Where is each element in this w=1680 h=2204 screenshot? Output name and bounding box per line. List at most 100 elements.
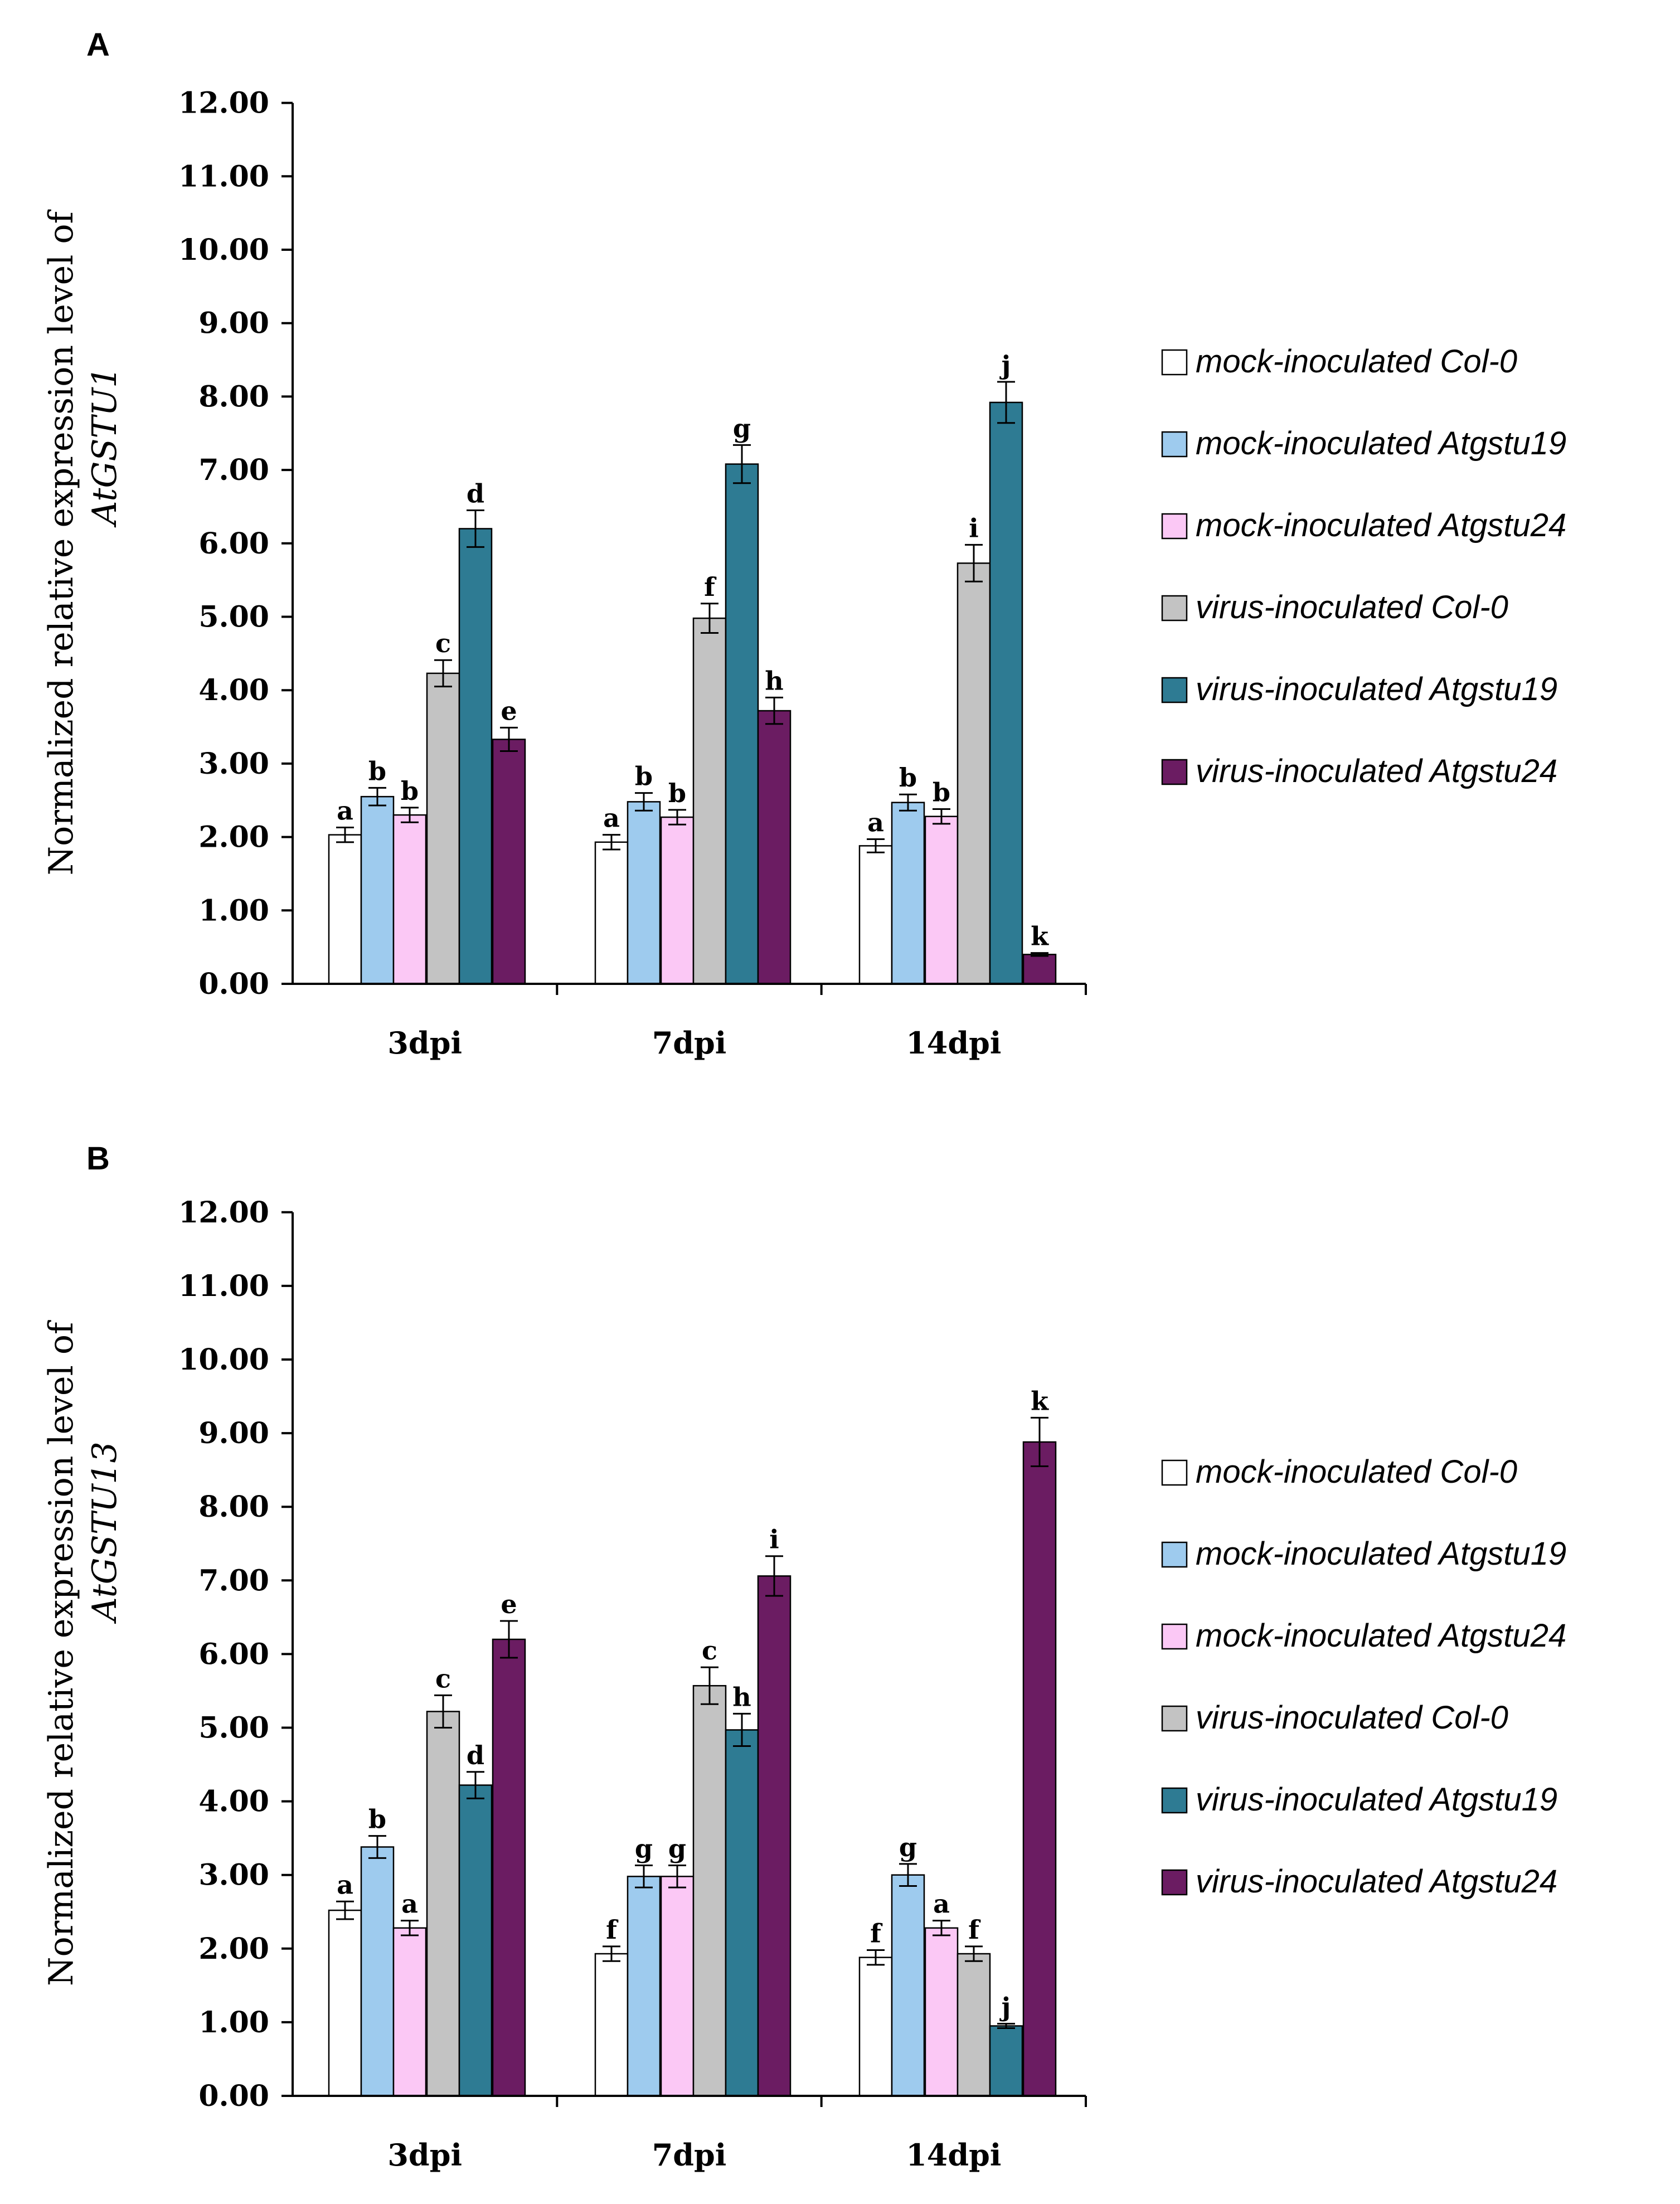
- legend-item: mock-inoculated Col-0: [1161, 1454, 1517, 1490]
- y-axis-title: Normalized relative expression level of A…: [42, 1320, 124, 1986]
- significance-letter: j: [999, 1992, 1011, 2022]
- legend-label: mock-inoculated Col-0: [1196, 343, 1517, 380]
- significance-letter: c: [435, 628, 451, 658]
- significance-letter: g: [899, 1832, 917, 1862]
- significance-letter: a: [867, 808, 884, 838]
- bar: [426, 672, 460, 985]
- significance-letter: a: [603, 803, 620, 833]
- error-bar: [603, 1945, 620, 1962]
- legend-item: mock-inoculated Atgstu24: [1161, 1618, 1566, 1654]
- legend-label: mock-inoculated Atgstu24: [1196, 1618, 1566, 1654]
- bar: [594, 1953, 629, 2097]
- significance-letter: h: [765, 666, 783, 696]
- y-tick-label: 4.00: [198, 1785, 269, 1819]
- legend-item: virus-inoculated Atgstu24: [1161, 1863, 1557, 1900]
- legend-swatch: [1161, 1623, 1188, 1650]
- legend-swatch: [1161, 759, 1188, 785]
- legend-item: mock-inoculated Atgstu19: [1161, 425, 1566, 462]
- y-tick-label: 11.00: [178, 1269, 269, 1303]
- legend-swatch: [1161, 1869, 1188, 1896]
- y-axis-title: Normalized relative expression level of A…: [42, 209, 124, 875]
- significance-letter: e: [501, 696, 517, 726]
- bar: [360, 795, 395, 985]
- x-tick-label: 3dpi: [387, 1025, 462, 1061]
- error-bar: [434, 1694, 452, 1729]
- error-bar: [899, 793, 917, 812]
- panel-label: A: [86, 27, 110, 63]
- error-bar: [434, 659, 452, 688]
- legend-item: virus-inoculated Atgstu19: [1161, 1781, 1557, 1818]
- significance-letter: h: [732, 1682, 751, 1712]
- significance-letter: c: [435, 1663, 451, 1693]
- significance-letter: i: [769, 1525, 779, 1555]
- bar: [692, 1684, 727, 2097]
- legend-label: virus-inoculated Atgstu19: [1196, 671, 1557, 707]
- error-bar: [997, 2023, 1015, 2029]
- error-bar: [701, 603, 718, 634]
- legend-item: virus-inoculated Atgstu19: [1161, 671, 1557, 707]
- error-bar: [867, 838, 885, 853]
- bar: [1022, 1441, 1057, 2097]
- legend-swatch: [1161, 1705, 1188, 1732]
- x-tick-label: 14dpi: [906, 2137, 1001, 2173]
- error-bar: [765, 1555, 783, 1597]
- legend-swatch: [1161, 595, 1188, 622]
- significance-letter: k: [1031, 1386, 1049, 1416]
- error-bar: [635, 1865, 653, 1889]
- y-tick-label: 0.00: [198, 2079, 269, 2113]
- bar: [725, 463, 759, 985]
- bar: [989, 2025, 1023, 2097]
- error-bar: [701, 1666, 718, 1705]
- error-bar: [899, 1863, 917, 1887]
- y-tick-label: 2.00: [198, 1932, 269, 1966]
- legend-swatch: [1161, 677, 1188, 703]
- panel-label: B: [86, 1140, 110, 1177]
- y-tick-label: 1.00: [198, 2006, 269, 2040]
- legend-swatch: [1161, 431, 1188, 458]
- legend-swatch: [1161, 349, 1188, 376]
- error-bar: [733, 1712, 751, 1747]
- y-tick-label: 5.00: [198, 1711, 269, 1745]
- legend-item: virus-inoculated Col-0: [1161, 1700, 1508, 1736]
- bar: [757, 1575, 792, 2097]
- y-tick-label: 10.00: [178, 233, 269, 267]
- bar: [725, 1729, 759, 2097]
- bar: [392, 814, 427, 985]
- y-tick-label: 0.00: [198, 967, 269, 1001]
- error-bar: [668, 1865, 686, 1889]
- error-bar: [368, 787, 386, 807]
- legend-label: virus-inoculated Atgstu24: [1196, 1863, 1557, 1900]
- error-bar: [733, 444, 751, 484]
- chart-panel-B: Baf fbg gagaccfdhjeik0.001.002.003.004.005…: [42, 1140, 1566, 2173]
- bar: [392, 1927, 427, 2097]
- y-tick-label: 5.00: [198, 600, 269, 634]
- legend-swatch: [1161, 1459, 1188, 1486]
- chart-panel-A: Aa a ab b bb b bcfidgjehk0.001.002.003.004.005…: [42, 27, 1566, 1061]
- significance-letter: g: [635, 1834, 653, 1864]
- legend: mock-inoculated Col-0 mock-inoculated Atg…: [1161, 1454, 1566, 1900]
- error-bar: [765, 696, 783, 725]
- significance-letter: d: [467, 479, 484, 509]
- significance-letter: b: [401, 776, 419, 806]
- error-bar: [368, 1835, 386, 1859]
- y-tick-label: 6.00: [198, 527, 269, 561]
- legend-item: virus-inoculated Atgstu24: [1161, 753, 1557, 789]
- y-tick-label: 8.00: [198, 1490, 269, 1524]
- significance-letter: a: [337, 795, 353, 826]
- significance-letter: b: [368, 756, 386, 786]
- significance-letter: g: [733, 413, 751, 443]
- x-tick-label: 3dpi: [387, 2137, 462, 2173]
- error-bar: [467, 1771, 484, 1799]
- error-bar: [933, 1920, 950, 1936]
- legend-item: mock-inoculated Atgstu24: [1161, 507, 1566, 543]
- error-bar: [997, 381, 1015, 424]
- bar: [858, 845, 893, 985]
- significance-letter: b: [933, 778, 950, 808]
- x-tick-label: 14dpi: [906, 1025, 1001, 1061]
- significance-letter: g: [668, 1834, 686, 1864]
- y-axis-title-line1: Normalized relative expression level of: [42, 209, 81, 875]
- legend-label: virus-inoculated Atgstu24: [1196, 753, 1557, 789]
- y-tick-label: 2.00: [198, 821, 269, 855]
- legend-label: mock-inoculated Atgstu19: [1196, 425, 1566, 462]
- bar: [924, 815, 959, 985]
